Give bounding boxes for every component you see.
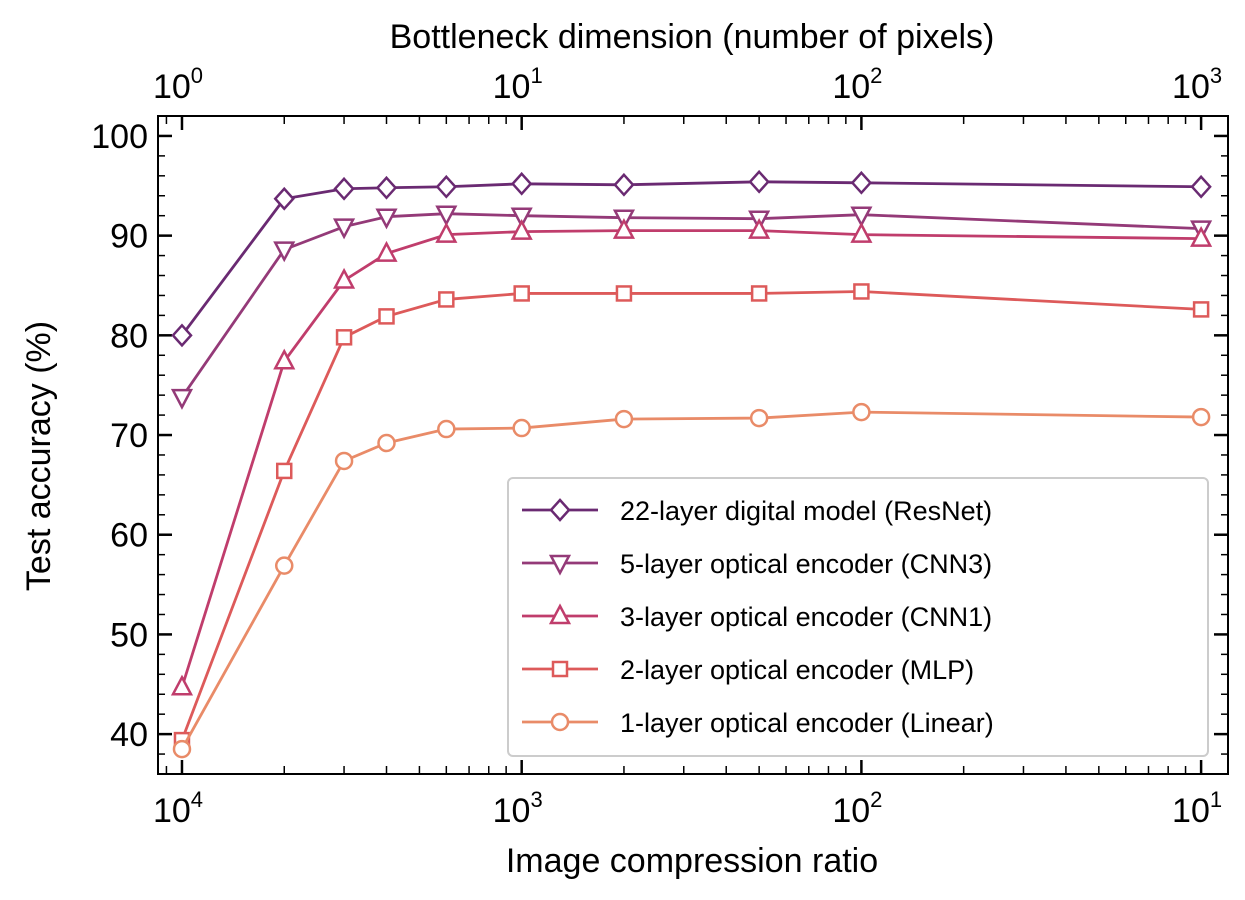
data-point bbox=[1190, 225, 1213, 247]
series-lines bbox=[170, 169, 1213, 759]
x-tick-label: 101 bbox=[1172, 787, 1222, 830]
data-point bbox=[333, 176, 355, 201]
y-tick-label: 80 bbox=[110, 317, 148, 355]
legend: 22-layer digital model (ResNet) 5-layer o… bbox=[507, 477, 1209, 757]
legend-label: 5-layer optical encoder (CNN3) bbox=[620, 549, 992, 579]
data-point bbox=[335, 329, 353, 346]
data-point bbox=[852, 402, 871, 422]
data-point bbox=[171, 323, 193, 348]
y-tick-label: 50 bbox=[110, 616, 148, 654]
data-point bbox=[332, 218, 356, 240]
x-axis-title: Image compression ratio bbox=[506, 842, 878, 880]
y-tick-label: 70 bbox=[110, 417, 148, 455]
data-point bbox=[377, 433, 396, 453]
data-point bbox=[510, 218, 533, 240]
legend-item: 5-layer optical encoder (CNN3) bbox=[522, 549, 992, 579]
data-point bbox=[273, 348, 296, 370]
data-point bbox=[435, 205, 458, 227]
legend-item: 2-layer optical encoder (MLP) bbox=[522, 655, 974, 685]
legend-marker bbox=[548, 603, 572, 625]
x-tick-label: 103 bbox=[493, 787, 543, 830]
legend-item: 3-layer optical encoder (CNN1) bbox=[522, 602, 992, 632]
series-line bbox=[180, 180, 1202, 337]
series-line bbox=[180, 290, 1202, 741]
data-point bbox=[612, 217, 636, 239]
data-point bbox=[1190, 174, 1212, 199]
data-point bbox=[749, 408, 769, 428]
data-point bbox=[512, 418, 531, 438]
data-point bbox=[513, 285, 530, 302]
legend-marker bbox=[550, 712, 570, 732]
legend-box bbox=[507, 477, 1209, 757]
legend-item: 1-layer optical encoder (Linear) bbox=[522, 708, 994, 738]
data-point bbox=[850, 221, 873, 243]
y-tick-label: 60 bbox=[110, 517, 148, 555]
data-point bbox=[170, 674, 194, 696]
series-4 bbox=[173, 283, 1210, 749]
data-point bbox=[1192, 301, 1210, 318]
data-point bbox=[615, 285, 633, 302]
data-point bbox=[273, 186, 295, 211]
y-axis-title: Test accuracy (%) bbox=[20, 321, 58, 591]
data-point bbox=[435, 221, 458, 243]
data-point bbox=[375, 175, 398, 200]
x-tick-label: 102 bbox=[832, 787, 882, 830]
data-point bbox=[614, 409, 634, 429]
data-point bbox=[438, 291, 455, 308]
legend-marker bbox=[549, 498, 571, 522]
legend-label: 3-layer optical encoder (CNN1) bbox=[620, 602, 992, 632]
data-point bbox=[750, 285, 768, 302]
series-line bbox=[180, 212, 1202, 398]
data-point bbox=[435, 174, 458, 199]
data-point bbox=[378, 308, 395, 325]
data-point bbox=[853, 283, 870, 300]
plot-frame bbox=[157, 115, 1229, 775]
series-5 bbox=[172, 402, 1211, 759]
data-point bbox=[748, 217, 771, 239]
data-point bbox=[1191, 407, 1211, 427]
y-tick-label: 90 bbox=[110, 218, 148, 256]
data-point bbox=[375, 208, 398, 230]
series-line bbox=[180, 410, 1202, 750]
data-point bbox=[332, 267, 356, 289]
legend-label: 2-layer optical encoder (MLP) bbox=[620, 655, 974, 685]
series-3 bbox=[170, 217, 1213, 696]
x2-tick-label: 103 bbox=[1172, 63, 1222, 106]
data-point bbox=[275, 462, 293, 480]
y-tick-label: 40 bbox=[110, 716, 148, 754]
data-point bbox=[274, 556, 294, 575]
x-tick-label: 104 bbox=[153, 787, 203, 830]
data-point bbox=[172, 739, 192, 759]
data-point bbox=[375, 240, 398, 262]
data-point bbox=[850, 170, 873, 195]
legend-marker bbox=[548, 554, 572, 576]
y-tick-label: 100 bbox=[91, 118, 148, 156]
data-point bbox=[613, 172, 635, 197]
data-point bbox=[748, 169, 770, 194]
axes: 40 50 60 70 80 90 100 104 103 102 101 100 101 102 103 bbox=[91, 63, 1229, 830]
legend-item: 22-layer digital model (ResNet) bbox=[522, 496, 992, 526]
legend-marker bbox=[551, 660, 569, 678]
data-point bbox=[437, 419, 456, 439]
data-point bbox=[334, 451, 354, 471]
data-point bbox=[511, 171, 533, 196]
legend-label: 1-layer optical encoder (Linear) bbox=[620, 708, 994, 738]
x2-axis-title: Bottleneck dimension (number of pixels) bbox=[390, 18, 995, 56]
x2-tick-label: 100 bbox=[153, 63, 203, 106]
data-point bbox=[850, 206, 873, 228]
data-point bbox=[170, 388, 194, 410]
series-1 bbox=[171, 169, 1212, 348]
x2-tick-label: 102 bbox=[832, 63, 882, 106]
data-point bbox=[273, 241, 296, 263]
x2-tick-label: 101 bbox=[493, 63, 543, 106]
legend-label: 22-layer digital model (ResNet) bbox=[620, 496, 992, 526]
data-point bbox=[510, 207, 533, 229]
series-line bbox=[180, 229, 1202, 688]
